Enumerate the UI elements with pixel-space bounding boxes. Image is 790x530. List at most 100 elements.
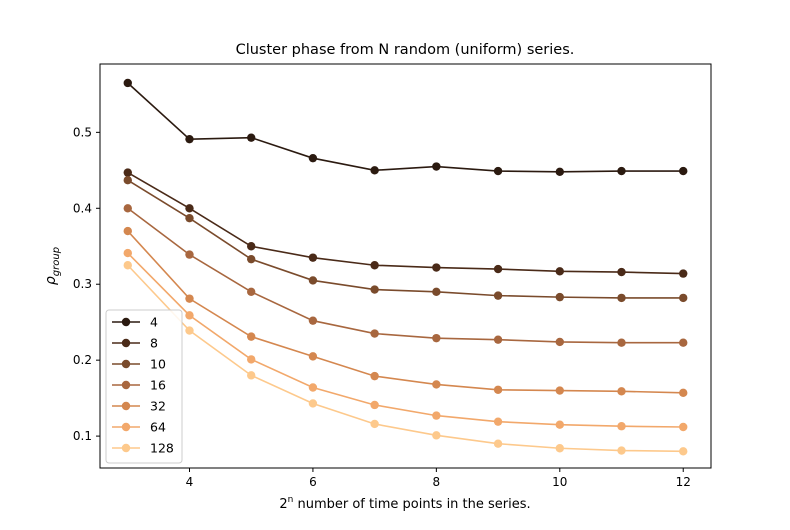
data-point: [370, 166, 379, 175]
y-axis-label: ρgroup: [43, 247, 62, 285]
data-point: [432, 411, 441, 420]
data-point: [185, 294, 194, 303]
data-point: [432, 380, 441, 389]
data-point: [247, 287, 256, 297]
x-axis-ticks: 4 6 8 10 12: [186, 468, 691, 489]
data-point: [555, 444, 564, 453]
data-point: [370, 419, 379, 429]
data-point: [308, 383, 318, 392]
data-point: [123, 175, 132, 185]
data-point: [679, 422, 688, 432]
y-axis-label-subscript: group: [51, 247, 62, 276]
legend-entry: 32: [112, 399, 166, 414]
data-point: [185, 250, 194, 259]
data-point: [123, 78, 132, 88]
data-point: [679, 447, 688, 456]
data-point: [493, 385, 503, 394]
y-tick-label: 0.1: [73, 429, 92, 443]
data-point: [308, 399, 318, 408]
data-point: [432, 162, 441, 171]
series-10: [123, 175, 688, 303]
x-axis-label-base: 2: [279, 497, 287, 512]
x-tick-label: 10: [552, 475, 567, 489]
data-point: [493, 417, 503, 426]
data-point: [555, 267, 564, 276]
data-point: [617, 446, 626, 455]
data-point: [185, 311, 194, 320]
series-line: [127, 207, 684, 344]
data-point: [308, 352, 318, 361]
data-point: [432, 333, 441, 343]
legend-marker: [121, 359, 131, 369]
data-point: [247, 332, 256, 341]
data-point: [308, 253, 318, 262]
data-point: [185, 213, 194, 223]
data-point: [432, 263, 441, 272]
data-point: [370, 261, 379, 270]
data-point: [617, 267, 626, 277]
data-point: [617, 166, 626, 176]
series-line: [127, 179, 684, 299]
data-point: [555, 386, 564, 395]
axes-frame: [99, 63, 712, 469]
data-point: [370, 285, 379, 294]
series-line: [127, 171, 684, 275]
data-point: [555, 292, 564, 302]
data-point: [555, 420, 564, 429]
y-axis-label-symbol: ρ: [43, 276, 59, 285]
data-point: [185, 326, 194, 335]
legend-marker: [121, 401, 131, 411]
data-point: [308, 316, 318, 325]
series-line: [127, 252, 684, 428]
data-point: [247, 242, 256, 251]
series-16: [123, 204, 688, 347]
data-point: [247, 133, 256, 142]
series-64: [123, 248, 688, 432]
legend-label: 8: [150, 336, 158, 351]
legend-label: 4: [150, 315, 158, 330]
data-point: [493, 264, 503, 274]
legend-entry: 128: [112, 441, 174, 456]
data-point: [370, 400, 379, 410]
series-4: [123, 78, 688, 177]
data-point: [432, 431, 441, 440]
data-point: [308, 276, 318, 285]
data-point: [123, 261, 132, 270]
data-point: [555, 167, 564, 177]
data-point: [247, 371, 256, 380]
legend-marker: [121, 338, 131, 348]
data-point: [493, 291, 503, 300]
legend-marker: [121, 317, 131, 327]
data-point: [679, 293, 688, 303]
data-point: [247, 355, 256, 364]
plot-area: [123, 78, 688, 456]
data-point: [617, 422, 626, 431]
data-point: [370, 329, 379, 338]
legend-entry: 4: [112, 315, 158, 330]
x-tick-label: 4: [186, 475, 194, 489]
data-point: [617, 338, 626, 347]
y-tick-label: 0.3: [73, 277, 92, 291]
legend: 4 8 10 16 32 64 128: [105, 309, 183, 464]
data-point: [493, 439, 503, 448]
data-point: [432, 287, 441, 297]
series-line: [127, 230, 684, 394]
x-axis-label-text: number of time points in the series.: [293, 497, 530, 512]
data-point: [679, 166, 688, 176]
legend-label: 32: [150, 399, 166, 414]
data-point: [123, 204, 132, 213]
data-point: [247, 254, 256, 264]
legend-label: 10: [150, 357, 166, 372]
series-8: [123, 168, 688, 278]
legend-entry: 8: [112, 336, 158, 351]
x-tick-label: 6: [309, 475, 317, 489]
x-tick-label: 12: [676, 475, 691, 489]
data-point: [123, 168, 132, 177]
data-point: [308, 153, 318, 163]
x-axis-label: 2n number of time points in the series.: [279, 495, 530, 512]
y-axis-ticks: 0.1 0.2 0.3 0.4 0.5: [73, 125, 100, 443]
y-tick-label: 0.2: [73, 353, 92, 367]
legend-marker: [121, 443, 131, 453]
series-128: [123, 261, 688, 456]
